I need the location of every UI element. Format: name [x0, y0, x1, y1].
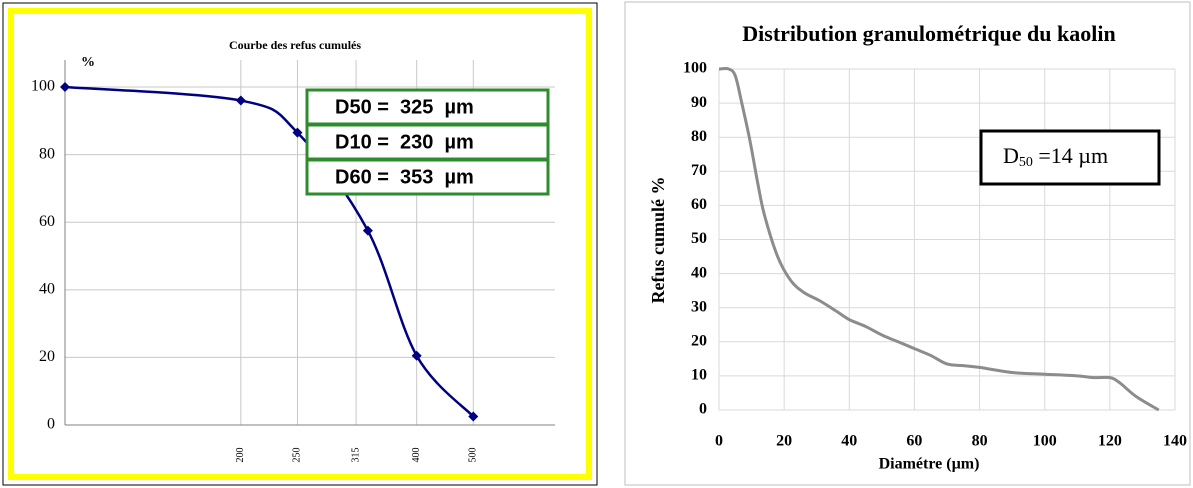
chart-title: Distribution granulométrique du kaolin: [742, 21, 1115, 46]
left-frame-outer: [2, 2, 598, 486]
y-tick-label: 20: [691, 332, 707, 349]
chart-title: Courbe des refus cumulés: [229, 38, 361, 52]
y-tick-label: 20: [39, 348, 55, 365]
x-tick-label: 200: [235, 448, 246, 463]
data-line: [718, 67, 1160, 412]
y-axis-label: %: [81, 55, 95, 70]
x-tick-label: 40: [841, 433, 857, 450]
y-tick-label: 0: [47, 416, 55, 433]
y-tick-label: 30: [691, 298, 707, 315]
annotation-text: D: [1003, 143, 1019, 168]
annotation: D10 = 230 µm: [335, 131, 474, 153]
y-tick-label: 100: [31, 78, 55, 95]
y-tick-label: 10: [691, 367, 707, 384]
data-point: [60, 82, 70, 93]
x-tick-label: 20: [776, 433, 792, 450]
annotation: D50 = 325 µm: [335, 96, 474, 118]
x-tick-label: 400: [411, 448, 422, 463]
y-tick-label: 50: [691, 230, 707, 247]
x-tick-label: 120: [1098, 433, 1122, 450]
data-point: [235, 95, 246, 106]
x-tick-label: 100: [1033, 433, 1057, 450]
x-tick-label: 140: [1163, 433, 1187, 450]
annotation: D60 = 353 µm: [335, 166, 474, 188]
data-point: [292, 127, 303, 138]
data-point: [468, 411, 479, 422]
x-tick-label: 315: [350, 448, 361, 463]
y-tick-label: 80: [691, 128, 707, 145]
y-axis-label: Refus cumulé %: [648, 177, 668, 304]
y-tick-label: 90: [691, 94, 707, 111]
annotation-box: [979, 129, 1161, 186]
data-point: [362, 225, 373, 236]
x-tick-label: 0: [715, 433, 723, 450]
data-point: [411, 350, 422, 361]
left-frame: [8, 8, 592, 480]
y-tick-label: 40: [39, 280, 55, 297]
y-tick-label: 80: [39, 145, 55, 162]
y-tick-label: 40: [691, 264, 707, 281]
x-axis-label: Diamétre (µm): [879, 456, 980, 473]
y-tick-label: 60: [39, 213, 55, 230]
x-tick-label: 80: [972, 433, 988, 450]
right-frame: [624, 1, 1191, 486]
y-tick-label: 70: [691, 162, 707, 179]
x-tick-label: 250: [292, 448, 303, 463]
annotation-box: [305, 123, 550, 161]
x-tick-label: 500: [468, 448, 479, 463]
y-tick-label: 0: [699, 401, 707, 418]
x-tick-label: 60: [906, 433, 922, 450]
annotation-box: [305, 158, 550, 196]
annotation: D50 =14 µm: [1003, 143, 1108, 170]
y-tick-label: 60: [691, 196, 707, 213]
annotation-rest: =14 µm: [1033, 143, 1108, 168]
annotation-sub: 50: [1019, 155, 1033, 170]
y-tick-label: 100: [683, 60, 707, 77]
